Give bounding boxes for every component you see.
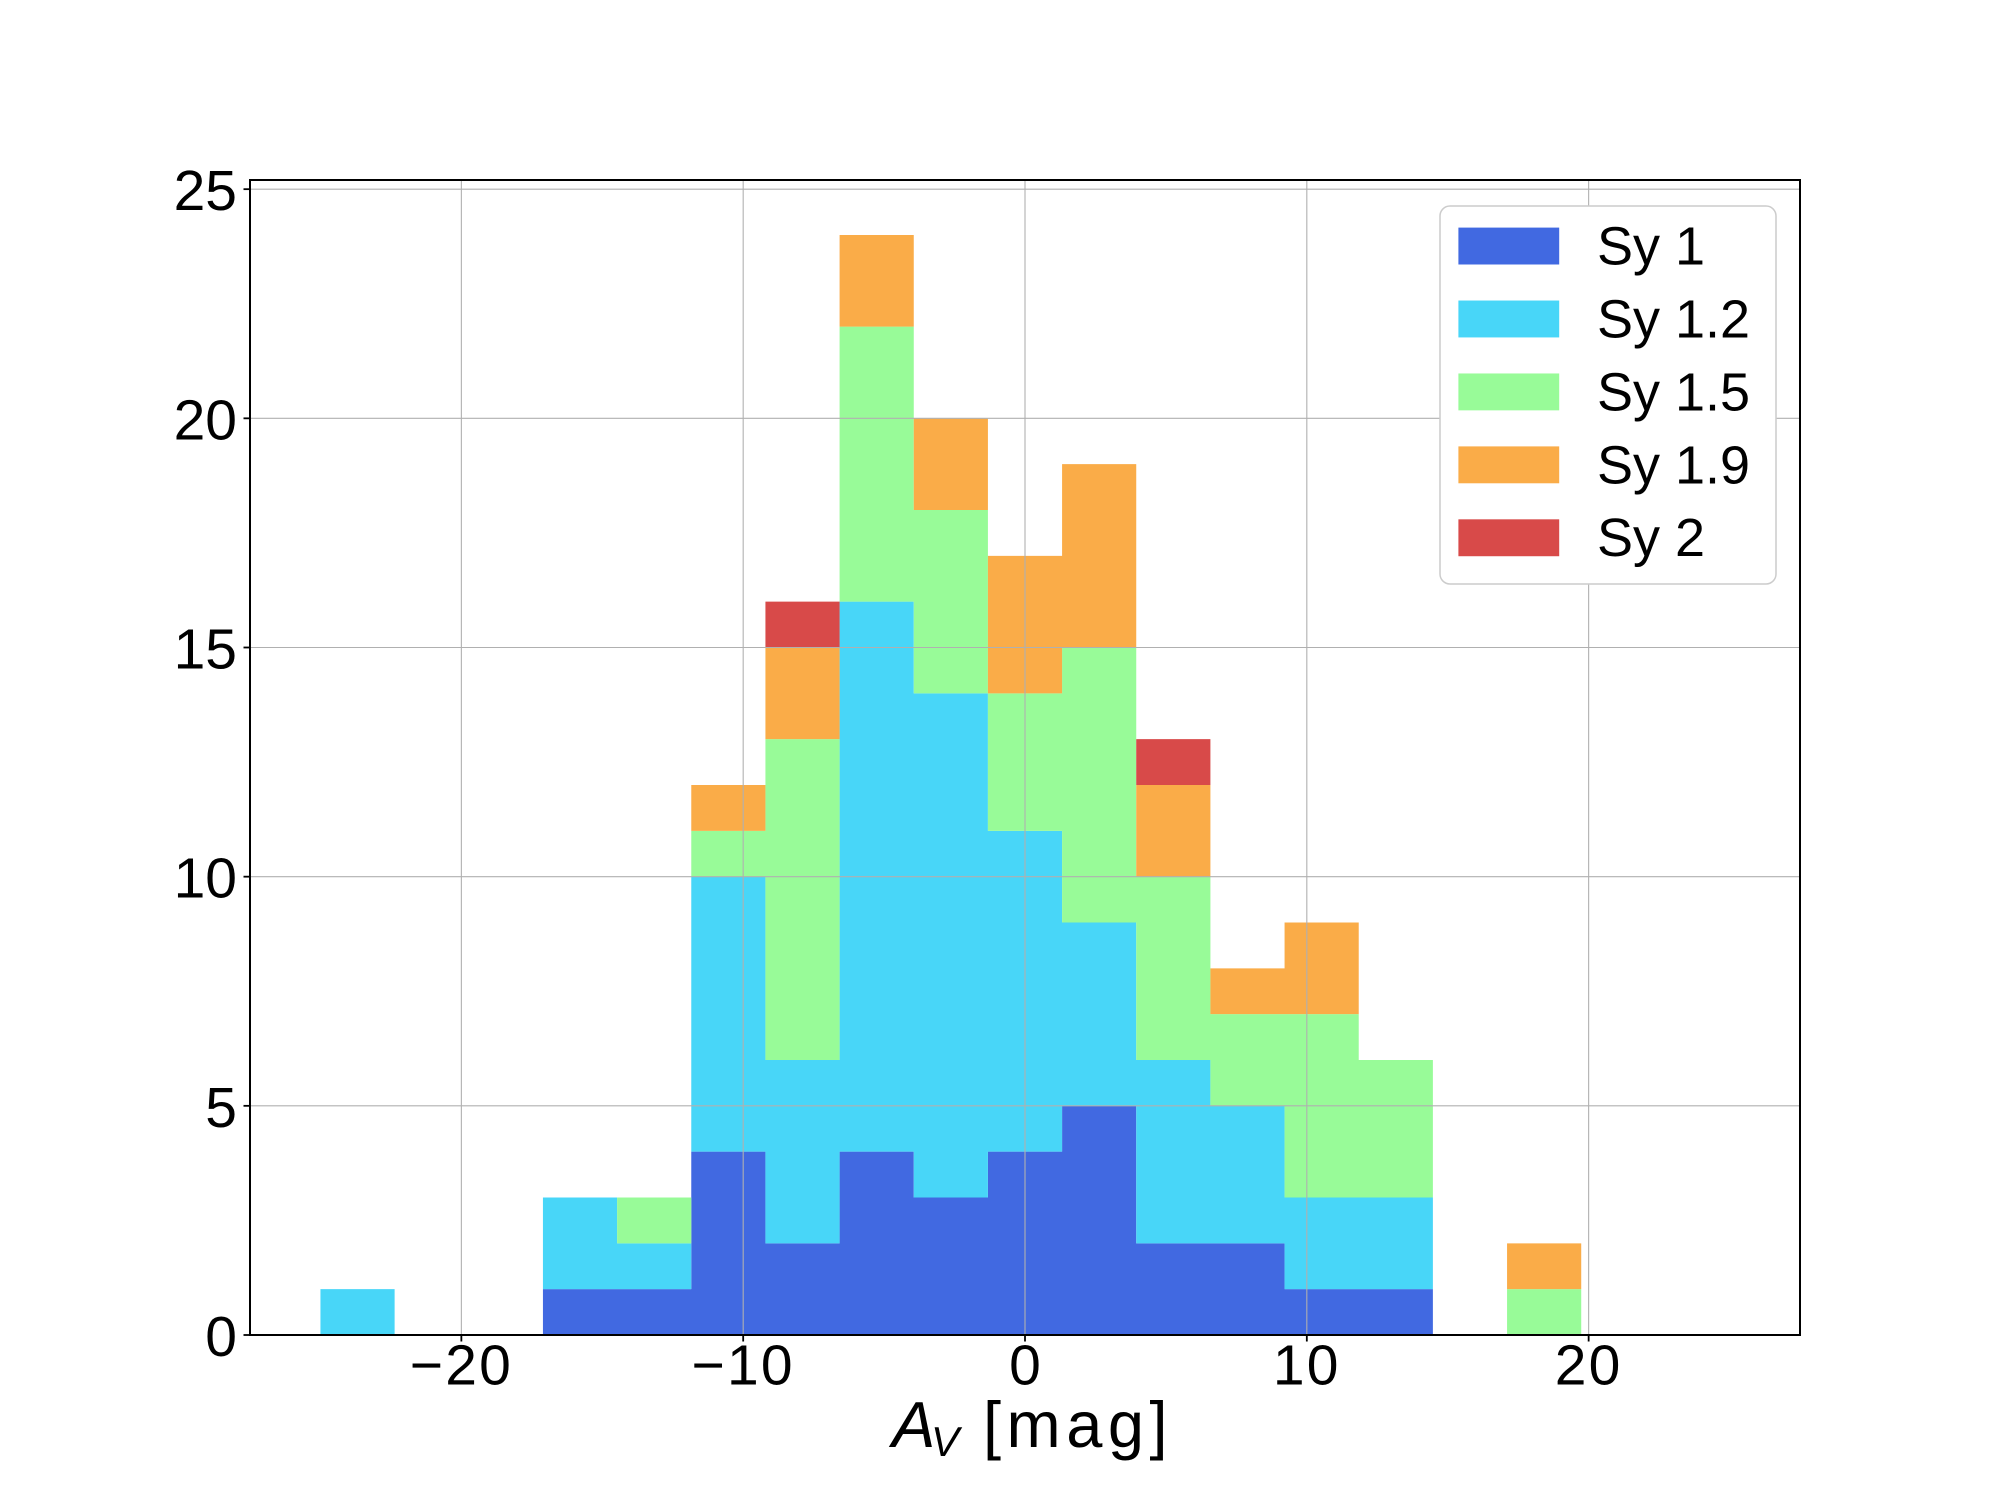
svg-text:V: V xyxy=(931,1418,963,1465)
svg-text:15: 15 xyxy=(174,618,237,682)
svg-text:25: 25 xyxy=(174,159,237,223)
svg-text:5: 5 xyxy=(205,1076,237,1140)
svg-text:Sy 1.5: Sy 1.5 xyxy=(1597,362,1750,422)
svg-text:20: 20 xyxy=(1555,1334,1623,1398)
svg-text:10: 10 xyxy=(1273,1334,1341,1398)
svg-text:−20: −20 xyxy=(410,1334,513,1398)
svg-text:20: 20 xyxy=(174,388,237,452)
svg-text:10: 10 xyxy=(174,847,237,911)
svg-text:−10: −10 xyxy=(692,1334,795,1398)
svg-text:Sy 1.9: Sy 1.9 xyxy=(1597,435,1750,495)
svg-text:Sy 2: Sy 2 xyxy=(1597,508,1705,568)
svg-text:0: 0 xyxy=(1009,1334,1041,1398)
svg-text:Sy 1.2: Sy 1.2 xyxy=(1597,289,1750,349)
svg-text:A: A xyxy=(888,1388,935,1461)
svg-text:Sy 1: Sy 1 xyxy=(1597,217,1705,277)
svg-text:0: 0 xyxy=(205,1305,237,1369)
svg-text:[mag]: [mag] xyxy=(983,1388,1173,1461)
